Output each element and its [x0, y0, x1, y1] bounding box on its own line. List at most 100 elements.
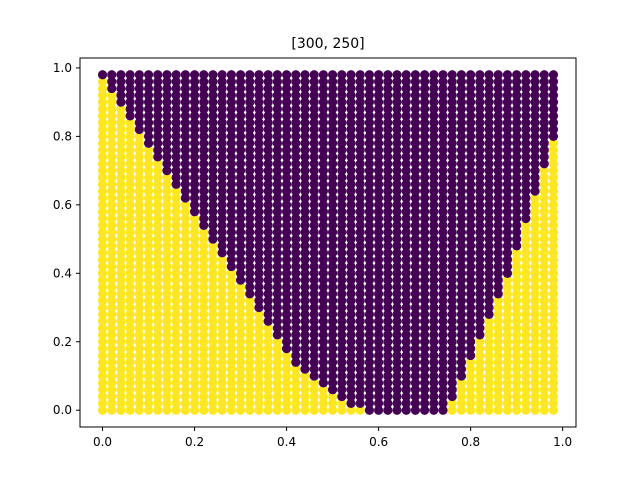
data-point-class-1	[318, 220, 328, 230]
data-point-class-0	[116, 159, 126, 169]
data-point-class-1	[309, 337, 319, 347]
data-point-class-1	[410, 268, 421, 278]
data-point-class-1	[291, 220, 301, 230]
data-point-class-1	[410, 179, 421, 189]
data-point-class-1	[420, 193, 430, 203]
data-point-class-1	[291, 118, 301, 128]
data-point-class-1	[346, 172, 356, 183]
data-point-class-0	[97, 227, 108, 237]
data-point-class-1	[328, 275, 338, 285]
data-point-class-1	[300, 145, 310, 155]
data-point-class-0	[208, 275, 218, 285]
data-point-class-1	[162, 104, 172, 114]
data-point-class-1	[374, 83, 384, 94]
data-point-class-0	[97, 296, 108, 306]
data-point-class-0	[189, 385, 200, 395]
data-point-class-1	[392, 193, 402, 203]
data-point-class-1	[328, 166, 338, 176]
data-point-class-1	[466, 131, 476, 141]
data-point-class-1	[272, 83, 282, 94]
data-point-class-0	[97, 200, 108, 210]
data-point-class-1	[521, 90, 531, 100]
data-point-class-1	[272, 124, 282, 135]
data-point-class-1	[300, 111, 310, 121]
data-point-class-1	[309, 172, 319, 183]
data-point-class-1	[162, 159, 172, 169]
x-tick-label: 0.4	[277, 435, 296, 449]
data-point-class-1	[346, 159, 356, 169]
data-point-class-1	[281, 97, 292, 107]
data-point-class-0	[162, 220, 172, 230]
data-point-class-1	[180, 90, 190, 100]
data-point-class-1	[502, 207, 513, 217]
data-point-class-0	[107, 296, 117, 306]
data-point-class-1	[364, 220, 375, 230]
data-point-class-1	[392, 104, 402, 114]
data-point-class-1	[493, 200, 503, 210]
data-point-class-1	[162, 166, 172, 176]
data-point-class-1	[162, 111, 172, 121]
data-point-class-1	[466, 282, 476, 292]
data-point-class-1	[180, 104, 190, 114]
data-point-class-1	[521, 124, 531, 135]
data-point-class-1	[521, 207, 531, 217]
data-point-class-0	[180, 398, 190, 408]
data-point-class-0	[548, 302, 559, 313]
data-point-class-1	[410, 378, 421, 388]
data-point-class-1	[309, 97, 319, 107]
data-point-class-0	[539, 357, 549, 367]
data-point-class-0	[171, 357, 181, 367]
data-point-class-0	[548, 405, 559, 415]
data-point-class-1	[318, 330, 328, 340]
data-point-class-0	[134, 193, 144, 203]
data-point-class-1	[364, 248, 375, 258]
data-point-class-0	[97, 344, 108, 354]
data-point-class-1	[355, 193, 365, 203]
data-point-class-1	[328, 350, 338, 361]
data-point-class-1	[456, 186, 467, 196]
data-point-class-0	[125, 159, 135, 169]
data-point-class-0	[153, 302, 163, 313]
data-point-class-1	[337, 97, 347, 107]
data-point-class-1	[180, 193, 190, 203]
data-point-class-0	[199, 350, 209, 361]
data-point-class-1	[410, 159, 421, 169]
data-point-class-1	[328, 207, 338, 217]
data-point-class-0	[162, 261, 172, 272]
data-point-class-0	[548, 145, 559, 155]
data-point-class-1	[328, 241, 338, 251]
data-point-class-0	[521, 227, 531, 237]
data-point-class-0	[107, 159, 117, 169]
y-tick-label: 1.0	[53, 61, 72, 75]
data-point-class-1	[189, 111, 200, 121]
data-point-class-1	[521, 179, 531, 189]
data-point-class-0	[153, 316, 163, 326]
data-point-class-1	[235, 255, 246, 265]
data-point-class-1	[328, 289, 338, 299]
data-point-class-1	[337, 118, 347, 128]
data-point-class-1	[512, 90, 522, 100]
data-point-class-1	[346, 275, 356, 285]
data-point-class-1	[530, 118, 540, 128]
data-point-class-1	[263, 77, 273, 87]
data-point-class-1	[521, 166, 531, 176]
data-point-class-1	[328, 296, 338, 306]
data-point-class-0	[226, 337, 236, 347]
data-point-class-0	[171, 323, 181, 333]
data-point-class-1	[309, 302, 319, 313]
data-point-class-1	[199, 83, 209, 94]
data-point-class-0	[180, 207, 190, 217]
data-point-class-0	[107, 316, 117, 326]
data-point-class-0	[107, 90, 117, 100]
data-point-class-1	[355, 70, 365, 80]
data-point-class-0	[134, 337, 144, 347]
data-point-class-1	[318, 186, 328, 196]
data-point-class-1	[153, 138, 163, 148]
data-point-class-0	[162, 344, 172, 354]
data-point-class-1	[208, 172, 218, 183]
data-point-class-0	[116, 337, 126, 347]
data-point-class-1	[346, 248, 356, 258]
data-point-class-1	[143, 70, 154, 80]
data-point-class-1	[355, 350, 365, 361]
data-point-class-1	[245, 227, 255, 237]
